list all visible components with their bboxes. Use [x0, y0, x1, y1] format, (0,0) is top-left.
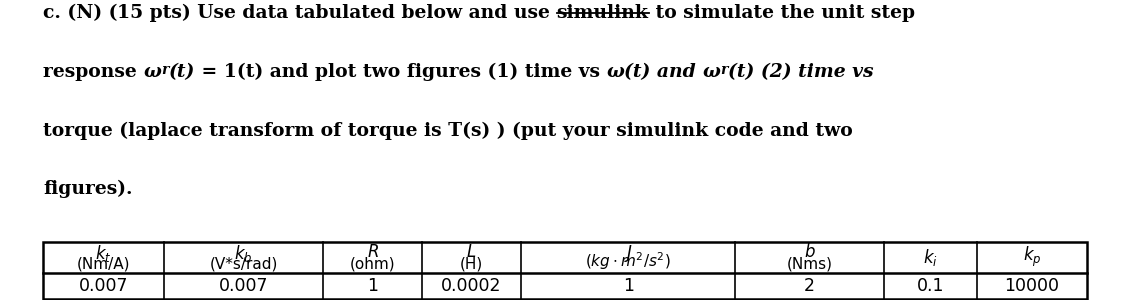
- Text: (t): (t): [168, 63, 195, 81]
- Text: $(kg \cdot m^2/s^2)$: $(kg \cdot m^2/s^2)$: [585, 250, 671, 272]
- Text: figures).: figures).: [43, 180, 132, 198]
- Text: 15 pts: 15 pts: [118, 4, 182, 22]
- Text: $b$: $b$: [803, 243, 816, 261]
- Bar: [43, 242, 1087, 298]
- Text: $L$: $L$: [467, 243, 477, 261]
- Text: c. (N) (: c. (N) (: [43, 4, 118, 22]
- Text: response: response: [43, 63, 144, 81]
- Text: (Nm/A): (Nm/A): [77, 256, 130, 272]
- Text: $k_p$: $k_p$: [1023, 245, 1042, 269]
- Text: r: r: [162, 63, 168, 77]
- Text: 2: 2: [805, 277, 815, 295]
- Text: torque (laplace transform of torque is T(s) ) (put your simulink code and two: torque (laplace transform of torque is T…: [43, 122, 853, 140]
- Text: (H): (H): [460, 256, 484, 272]
- Text: ω: ω: [144, 63, 162, 81]
- Text: $J$: $J$: [624, 243, 633, 264]
- Text: ) Use data tabulated below and use: ) Use data tabulated below and use: [182, 4, 557, 22]
- Text: ω: ω: [607, 63, 624, 81]
- Text: (t) (2) time vs: (t) (2) time vs: [728, 63, 873, 81]
- Text: $k_i$: $k_i$: [923, 247, 938, 268]
- Text: 1: 1: [367, 277, 379, 295]
- Text: $k_t$: $k_t$: [95, 243, 112, 264]
- Text: to simulate the unit step: to simulate the unit step: [649, 4, 914, 22]
- Text: r: r: [721, 63, 728, 77]
- Text: 0.1: 0.1: [916, 277, 945, 295]
- Text: (t) and: (t) and: [624, 63, 703, 81]
- Text: 0.0002: 0.0002: [442, 277, 502, 295]
- Text: 0.007: 0.007: [79, 277, 128, 295]
- Text: 10000: 10000: [1005, 277, 1060, 295]
- Text: $k_b$: $k_b$: [234, 243, 253, 264]
- Text: 1: 1: [623, 277, 634, 295]
- Text: $R$: $R$: [366, 243, 379, 261]
- Text: 0.007: 0.007: [219, 277, 268, 295]
- Text: simulink: simulink: [557, 4, 649, 22]
- Text: ω: ω: [703, 63, 721, 81]
- Text: = 1(t) and plot two figures (1) time vs: = 1(t) and plot two figures (1) time vs: [195, 63, 607, 81]
- Text: (Nms): (Nms): [786, 256, 833, 272]
- Text: (ohm): (ohm): [350, 256, 396, 272]
- Text: (V*s/rad): (V*s/rad): [209, 256, 278, 272]
